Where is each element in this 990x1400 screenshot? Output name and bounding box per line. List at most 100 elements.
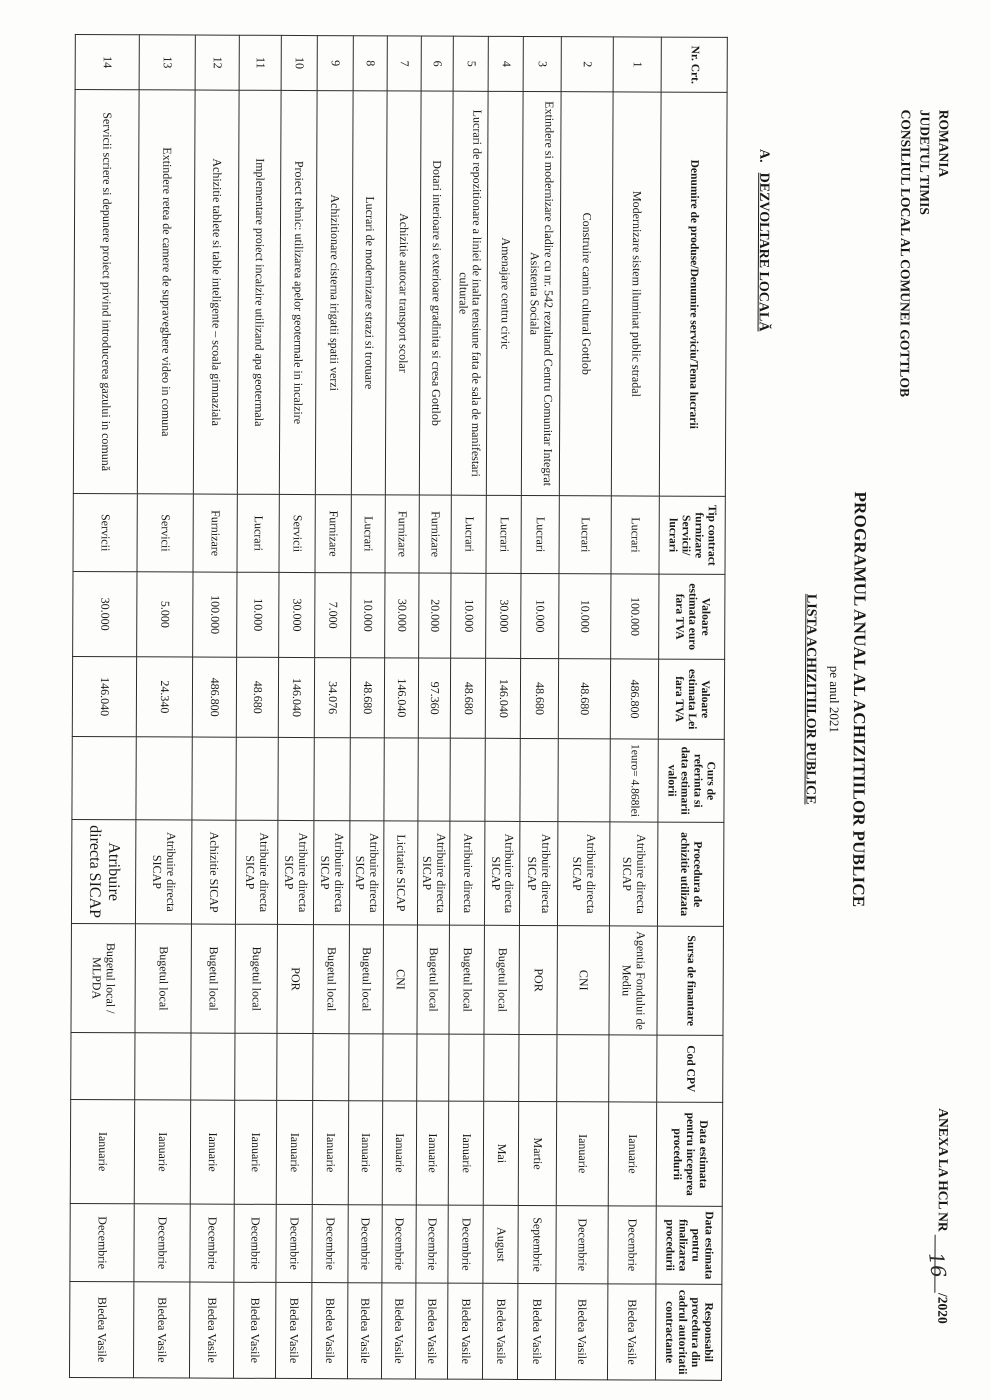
- cell-responsabil: Bledea Vasile: [447, 1283, 483, 1380]
- cell-nr: 14: [75, 34, 140, 90]
- cell-euro: 30.000: [72, 571, 137, 657]
- cell-responsabil: Bledea Vasile: [311, 1282, 348, 1379]
- cell-curs: [417, 738, 451, 822]
- cell-procedura: Licitatie SICAP: [383, 820, 418, 926]
- cell-sursa: Bugetul local / MLPDA: [70, 923, 136, 1033]
- authority-line-country: ROMANIA: [936, 109, 952, 178]
- cell-tip: Furnizare: [192, 494, 238, 573]
- handwritten-number: 16: [924, 1250, 951, 1279]
- cell-cpv: [448, 1034, 484, 1102]
- cell-nr: 12: [195, 35, 240, 91]
- table-body: 1 Modernizare sistem iluminat public stra…: [69, 34, 662, 1381]
- cell-incepere: Ianuarie: [382, 1100, 417, 1206]
- cell-cpv: [70, 1032, 135, 1100]
- cell-curs: [484, 738, 521, 822]
- cell-tip: Servicii: [278, 494, 316, 573]
- cell-lei: 486.800: [610, 658, 659, 740]
- cell-finalizare: Decembrie: [447, 1205, 484, 1284]
- col-header-euro: Valoare estimata euro fara TVA: [658, 574, 725, 660]
- cell-nr: 10: [281, 35, 318, 91]
- cell-cpv: [348, 1033, 383, 1101]
- title-block: PROGRAMUL ANUAL AL ACHIZITIILOR PUBLICE …: [799, 0, 872, 1399]
- cell-curs: [135, 736, 193, 821]
- cell-nr: 2: [561, 36, 614, 92]
- cell-finalizare: Decembrie: [555, 1205, 609, 1284]
- table-row: 7 Achizitie autocar transport scolar Furni…: [381, 35, 422, 1380]
- cell-finalizare: Decembrie: [381, 1204, 417, 1284]
- cell-nr: 11: [239, 35, 282, 91]
- col-header-finalizare: Data estimata pentru finalizarea procedu…: [655, 1206, 723, 1285]
- cell-finalizare: Septembrie: [517, 1205, 557, 1284]
- cell-curs: [449, 738, 486, 822]
- table-row: 13 Extindere retea de camere de supravegh…: [133, 34, 196, 1379]
- cell-curs: [349, 737, 385, 821]
- cell-denumire: Servicii scriere si depunere proiect pri…: [73, 89, 140, 494]
- cell-incepere: Ianuarie: [276, 1100, 313, 1205]
- cell-curs: 1euro= 4.868lei: [609, 738, 659, 823]
- cell-lei: 48.680: [236, 657, 279, 738]
- cell-denumire: Implementare proiect incalzire utilizand…: [237, 90, 282, 495]
- table-row: 11 Implementare proiect incalzire utiliza…: [233, 35, 282, 1379]
- cell-procedura: Atribuire directa SICAP: [277, 820, 314, 925]
- cell-curs: [383, 737, 419, 822]
- procurement-table: Nr. Crt. Denumire de produse/Denumire ser…: [68, 34, 728, 1381]
- section-index: A.: [756, 148, 772, 163]
- table-row: 9 Achizitionare cisterna irigatii spatii …: [311, 35, 354, 1379]
- table-row: 12 Achizitie tablete si table inteligente…: [189, 35, 240, 1379]
- cell-incepere: Ianuarie: [608, 1101, 657, 1207]
- cell-tip: Furnizare: [418, 495, 452, 574]
- cell-euro: 20.000: [418, 573, 451, 659]
- table-row: 1 Modernizare sistem iluminat public stra…: [607, 36, 662, 1381]
- cell-nr: 4: [488, 36, 524, 92]
- cell-lei: 486.800: [192, 657, 237, 738]
- cell-lei: 146.040: [384, 657, 419, 739]
- cell-euro: 10.000: [350, 572, 385, 658]
- col-header-cpv: Cod CPV: [656, 1035, 723, 1103]
- cell-nr: 7: [387, 35, 422, 92]
- cell-denumire: Achizitie autocar transport scolar: [385, 90, 422, 496]
- col-header-responsabil: Responsabil procedura din cadrul autorit…: [655, 1284, 722, 1381]
- cell-euro: 10.000: [236, 572, 279, 658]
- table-row: 5 Lucrari de repozitionare a liniei de in…: [447, 36, 489, 1380]
- cell-cpv: [382, 1033, 417, 1102]
- cell-sursa: Bugetul local: [190, 924, 236, 1034]
- cell-finalizare: Decembrie: [189, 1204, 235, 1283]
- cell-sursa: Agentia Fondului de Mediu: [608, 925, 658, 1036]
- cell-euro: 10.000: [450, 573, 486, 659]
- cell-nr: 1: [613, 36, 662, 93]
- cell-responsabil: Bledea Vasile: [607, 1283, 656, 1381]
- cell-nr: 13: [139, 34, 196, 91]
- cell-tip: Lucrari: [610, 495, 660, 575]
- cell-nr: 6: [421, 36, 454, 92]
- cell-lei: 48.680: [558, 658, 611, 739]
- cell-sursa: Bugetul local: [348, 924, 384, 1034]
- table-row: 14 Servicii scriere si depunere proiect p…: [69, 34, 140, 1378]
- cell-finalizare: Decembrie: [233, 1204, 277, 1283]
- cell-procedura: Atribuire directa SICAP: [519, 821, 558, 926]
- cell-finalizare: Decembrie: [275, 1204, 313, 1283]
- table-row: 3 Extindere si modernizare cladire cu nr.…: [517, 36, 562, 1380]
- cell-responsabil: Bledea Vasile: [415, 1283, 448, 1380]
- cell-procedura: Atribuire directa SICAP: [484, 821, 520, 926]
- col-header-procedura: Procedura de achizitie utilizata: [657, 822, 724, 927]
- cell-procedura: Atribuire directa SICAP: [609, 821, 658, 927]
- cell-denumire: Construire camin cultural Gottlob: [559, 91, 614, 496]
- cell-finalizare: Decembrie: [347, 1204, 383, 1283]
- cell-incepere: Martie: [518, 1101, 557, 1206]
- cell-procedura: Achizitie SICAP: [191, 820, 236, 925]
- cell-nr: 5: [453, 36, 489, 92]
- cell-nr: 3: [523, 36, 562, 92]
- cell-incepere: Ianuarie: [556, 1101, 609, 1206]
- cell-tip: Lucrari: [485, 495, 522, 574]
- authority-line-council: CONSILIUL LOCAL AL COMUNEI GOTTLOB: [897, 109, 914, 398]
- cell-tip: Lucrari: [236, 494, 280, 573]
- cell-cpv: [276, 1033, 313, 1101]
- cell-lei: 146.040: [485, 658, 521, 739]
- cell-cpv: [416, 1034, 449, 1102]
- cell-incepere: Ianuarie: [190, 1100, 235, 1205]
- table-row: 4 Amenajare centru civic Lucrari 30.000 146.…: [482, 36, 524, 1380]
- cell-incepere: Ianuarie: [416, 1101, 449, 1206]
- cell-denumire: Amenajare centru civic: [486, 91, 524, 496]
- cell-lei: 48.680: [450, 658, 486, 739]
